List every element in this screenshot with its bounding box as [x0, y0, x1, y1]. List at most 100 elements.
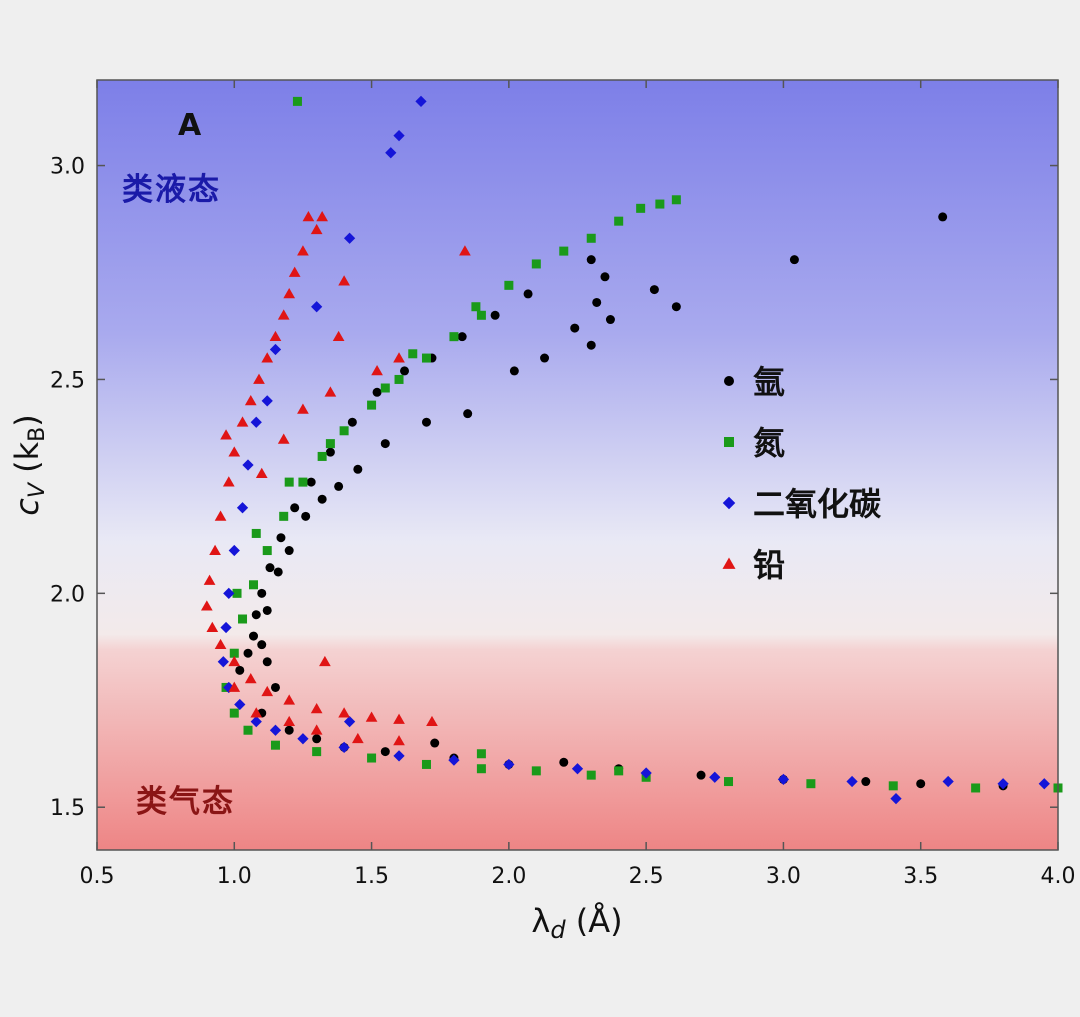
data-point	[504, 280, 514, 290]
data-point	[243, 648, 253, 658]
data-point	[476, 749, 486, 759]
data-point	[232, 588, 242, 598]
data-point	[253, 373, 265, 384]
y-tick-label: 2.0	[50, 582, 85, 607]
data-point	[696, 770, 706, 780]
data-point	[463, 409, 473, 419]
data-point	[310, 702, 323, 714]
data-point	[671, 302, 681, 312]
data-point	[570, 323, 580, 333]
legend-marker	[722, 496, 736, 510]
data-point	[846, 775, 858, 788]
legend-marker	[722, 557, 736, 569]
x-tick-labels: 0.5 1.0 1.5 2.0 2.5 3.0 3.5 4.0	[80, 864, 1076, 889]
data-point	[559, 757, 569, 767]
data-point	[523, 289, 533, 299]
data-point	[220, 621, 232, 634]
data-point	[310, 724, 323, 735]
x-tick-label: 4.0	[1041, 864, 1076, 889]
legend-marker	[724, 437, 734, 447]
data-point	[229, 708, 239, 718]
data-point	[235, 665, 245, 675]
data-point	[421, 353, 431, 363]
axis-ticks	[96, 80, 1059, 850]
data-point	[888, 781, 898, 791]
data-point	[777, 773, 790, 786]
data-point	[640, 767, 652, 779]
y-tick-label: 1.5	[50, 796, 85, 821]
data-point	[250, 416, 262, 428]
data-point	[890, 793, 902, 805]
data-point	[302, 211, 315, 222]
data-point	[339, 426, 349, 436]
data-point	[214, 510, 227, 521]
data-point	[270, 682, 280, 692]
legend-label: 氮	[753, 424, 785, 462]
x-tick-label: 3.5	[903, 864, 938, 889]
data-point	[297, 245, 309, 256]
data-point	[222, 476, 235, 487]
data-point	[490, 310, 500, 320]
data-point	[471, 302, 481, 312]
data-point	[942, 775, 954, 788]
data-point	[393, 735, 405, 746]
data-point	[338, 707, 350, 718]
data-point	[459, 245, 471, 256]
data-point	[1038, 778, 1050, 790]
data-point	[250, 716, 262, 728]
data-point	[261, 352, 274, 363]
x-axis-label: λd (Å)	[531, 902, 622, 944]
data-point	[365, 711, 378, 722]
data-point	[229, 648, 239, 658]
data-point	[317, 494, 327, 504]
data-point	[586, 770, 596, 780]
data-point	[217, 656, 229, 668]
data-point	[312, 734, 322, 744]
legend-label: 二氧化碳	[753, 485, 882, 523]
data-point	[298, 477, 308, 487]
data-point	[861, 777, 871, 787]
data-point	[236, 502, 249, 514]
data-point	[265, 563, 275, 573]
data-point	[269, 724, 282, 736]
data-point	[261, 685, 274, 697]
data-point	[243, 725, 253, 735]
data-point	[343, 716, 356, 728]
data-point	[371, 365, 383, 376]
data-point	[317, 451, 327, 461]
data-point	[338, 275, 350, 286]
data-point	[636, 203, 646, 213]
data-point	[288, 266, 301, 277]
data-point	[251, 528, 261, 538]
data-point	[244, 394, 257, 406]
data-point	[353, 464, 363, 474]
data-point	[400, 366, 410, 376]
data-point	[238, 614, 248, 624]
legend-label: 铅	[753, 546, 785, 584]
data-point	[250, 707, 263, 718]
data-point	[614, 766, 624, 776]
data-point	[312, 747, 322, 757]
data-point	[292, 96, 302, 106]
data-point	[540, 353, 550, 363]
data-point	[251, 610, 261, 620]
data-point	[586, 233, 596, 243]
data-point	[311, 301, 323, 313]
data-point	[347, 417, 357, 427]
x-tick-label: 1.0	[217, 864, 252, 889]
data-point	[655, 199, 665, 209]
data-point	[334, 481, 344, 491]
data-point	[916, 779, 926, 789]
data-point	[709, 771, 721, 783]
data-point	[269, 343, 282, 356]
data-point	[279, 511, 289, 521]
series-3	[200, 211, 471, 746]
data-point	[380, 383, 390, 393]
data-point	[600, 272, 610, 282]
data-point	[421, 417, 431, 427]
data-point	[509, 366, 519, 376]
data-point	[503, 758, 515, 771]
data-point	[649, 285, 659, 295]
